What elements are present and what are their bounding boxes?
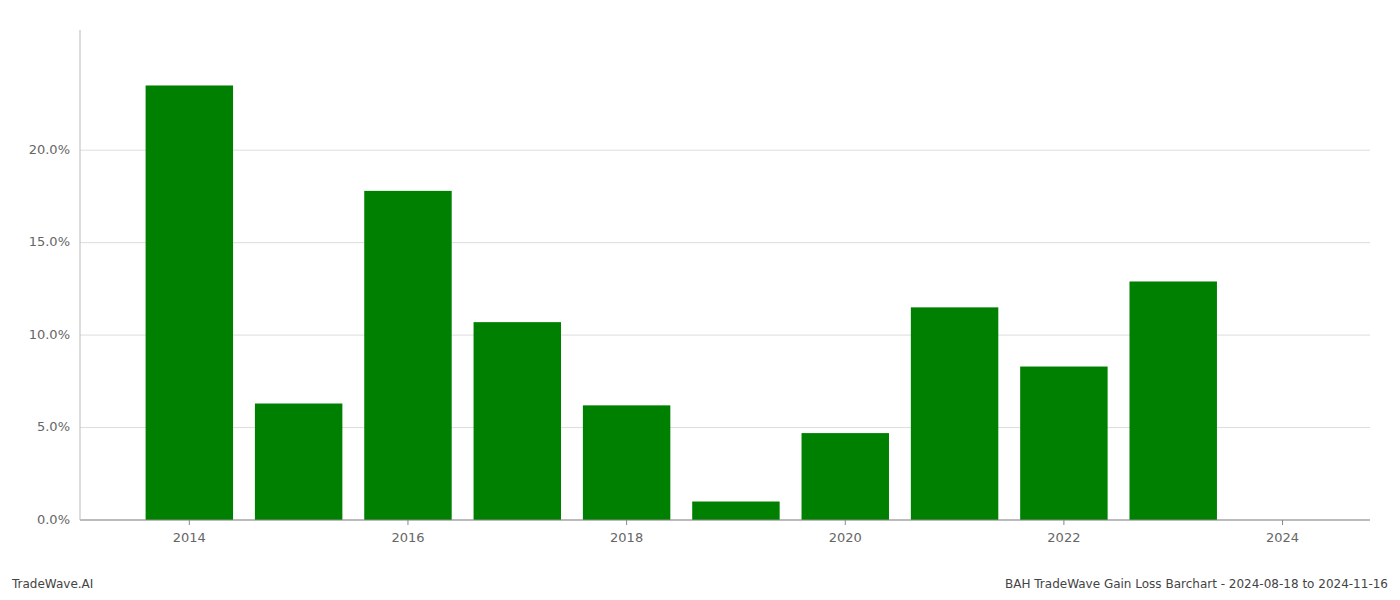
x-tick [1063,520,1064,525]
y-tick-label: 10.0% [29,327,70,342]
x-tick-label: 2014 [173,530,206,545]
x-tick [626,520,627,525]
bar [1129,281,1216,520]
bar [255,404,342,520]
bar [583,405,670,520]
grid-line [80,242,1370,243]
chart-container: 0.0% 5.0% 10.0% 15.0% 20.0% 2014 2016 2018 2020 2… [0,0,1400,600]
y-tick-label: 0.0% [37,512,70,527]
x-tick-label: 2024 [1266,530,1299,545]
x-tick-label: 2016 [391,530,424,545]
grid [80,150,1370,520]
x-tick-label: 2018 [610,530,643,545]
grid-line [80,150,1370,151]
bar [1020,367,1107,520]
footer-left: TradeWave.AI [11,577,93,591]
y-tick-label: 20.0% [29,142,70,157]
bar [474,322,561,520]
x-tick [845,520,846,525]
bars [146,85,1217,520]
chart-svg: 0.0% 5.0% 10.0% 15.0% 20.0% 2014 2016 2018 2020 2… [0,0,1400,600]
bar [364,191,451,520]
bar [146,85,233,520]
x-tick [1282,520,1283,525]
background [0,0,1400,600]
bar [911,307,998,520]
x-tick [407,520,408,525]
x-tick [189,520,190,525]
bar [802,433,889,520]
x-tick-label: 2020 [829,530,862,545]
y-tick-label: 15.0% [29,234,70,249]
y-tick-label: 5.0% [37,419,70,434]
footer-right: BAH TradeWave Gain Loss Barchart - 2024-… [1005,577,1388,591]
x-tick-label: 2022 [1047,530,1080,545]
bar [692,502,779,520]
y-axis-line [80,30,81,520]
x-axis-line [80,520,1370,521]
grid-line [80,520,1370,521]
